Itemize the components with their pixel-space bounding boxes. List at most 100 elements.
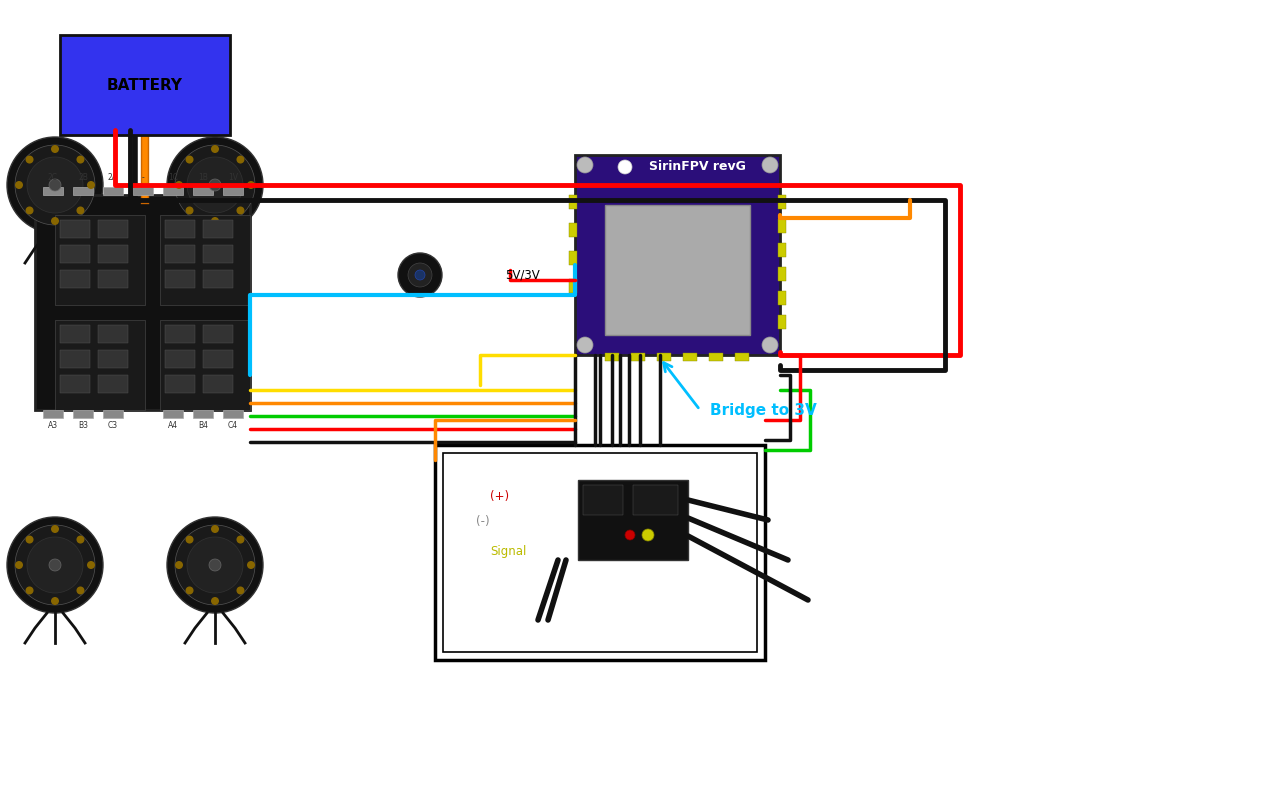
Circle shape xyxy=(618,160,632,174)
FancyArrowPatch shape xyxy=(663,362,699,408)
Circle shape xyxy=(27,157,83,213)
Circle shape xyxy=(49,559,61,571)
Circle shape xyxy=(77,206,84,214)
FancyBboxPatch shape xyxy=(165,270,195,288)
FancyBboxPatch shape xyxy=(99,375,128,393)
FancyBboxPatch shape xyxy=(223,410,243,418)
FancyBboxPatch shape xyxy=(570,251,577,265)
Text: Bridge to 3V: Bridge to 3V xyxy=(710,403,817,418)
Text: 5V/3V: 5V/3V xyxy=(506,268,540,281)
Circle shape xyxy=(51,525,59,533)
Text: 2B: 2B xyxy=(78,173,88,182)
Circle shape xyxy=(211,597,219,605)
Circle shape xyxy=(15,561,23,569)
FancyBboxPatch shape xyxy=(160,215,250,305)
Circle shape xyxy=(186,586,193,594)
FancyBboxPatch shape xyxy=(204,325,233,343)
FancyBboxPatch shape xyxy=(570,279,577,293)
Circle shape xyxy=(26,535,33,543)
FancyBboxPatch shape xyxy=(99,270,128,288)
Circle shape xyxy=(211,217,219,225)
Text: C4: C4 xyxy=(228,421,238,430)
FancyBboxPatch shape xyxy=(55,320,145,410)
Circle shape xyxy=(186,535,193,543)
FancyBboxPatch shape xyxy=(60,270,90,288)
FancyBboxPatch shape xyxy=(193,187,212,195)
Text: 1C: 1C xyxy=(168,173,178,182)
Circle shape xyxy=(77,535,84,543)
Circle shape xyxy=(49,179,61,191)
Circle shape xyxy=(625,530,635,540)
FancyBboxPatch shape xyxy=(102,187,123,195)
FancyBboxPatch shape xyxy=(778,243,786,257)
Circle shape xyxy=(27,537,83,593)
Circle shape xyxy=(26,586,33,594)
Circle shape xyxy=(415,270,425,280)
Text: B3: B3 xyxy=(78,421,88,430)
Circle shape xyxy=(166,517,262,613)
FancyBboxPatch shape xyxy=(657,353,671,361)
FancyBboxPatch shape xyxy=(605,353,620,361)
Circle shape xyxy=(51,217,59,225)
Circle shape xyxy=(175,145,255,225)
Circle shape xyxy=(15,525,95,605)
FancyBboxPatch shape xyxy=(165,325,195,343)
FancyBboxPatch shape xyxy=(99,350,128,368)
FancyBboxPatch shape xyxy=(778,219,786,233)
Circle shape xyxy=(175,181,183,189)
FancyBboxPatch shape xyxy=(60,245,90,263)
Text: A3: A3 xyxy=(47,421,58,430)
FancyBboxPatch shape xyxy=(204,350,233,368)
Circle shape xyxy=(186,155,193,163)
Circle shape xyxy=(87,181,95,189)
FancyBboxPatch shape xyxy=(163,187,183,195)
FancyBboxPatch shape xyxy=(44,410,63,418)
FancyBboxPatch shape xyxy=(165,375,195,393)
Circle shape xyxy=(187,157,243,213)
FancyBboxPatch shape xyxy=(60,325,90,343)
FancyBboxPatch shape xyxy=(570,195,577,209)
Text: SirinFPV revG: SirinFPV revG xyxy=(649,161,746,174)
FancyBboxPatch shape xyxy=(684,353,698,361)
FancyBboxPatch shape xyxy=(165,245,195,263)
FancyBboxPatch shape xyxy=(60,350,90,368)
FancyBboxPatch shape xyxy=(60,35,230,135)
Text: BATTERY: BATTERY xyxy=(108,78,183,93)
FancyBboxPatch shape xyxy=(778,315,786,329)
FancyBboxPatch shape xyxy=(605,205,750,335)
Circle shape xyxy=(187,537,243,593)
FancyBboxPatch shape xyxy=(709,353,723,361)
Circle shape xyxy=(186,206,193,214)
FancyBboxPatch shape xyxy=(44,187,63,195)
Circle shape xyxy=(51,145,59,153)
FancyBboxPatch shape xyxy=(582,485,623,515)
FancyBboxPatch shape xyxy=(133,187,154,195)
Circle shape xyxy=(247,561,255,569)
FancyBboxPatch shape xyxy=(778,267,786,281)
Text: 1V: 1V xyxy=(228,173,238,182)
Text: Signal: Signal xyxy=(490,545,526,558)
FancyBboxPatch shape xyxy=(631,353,645,361)
FancyBboxPatch shape xyxy=(204,270,233,288)
Circle shape xyxy=(87,561,95,569)
Text: B4: B4 xyxy=(198,421,207,430)
Circle shape xyxy=(247,181,255,189)
FancyBboxPatch shape xyxy=(60,220,90,238)
Circle shape xyxy=(209,179,221,191)
Circle shape xyxy=(166,137,262,233)
Circle shape xyxy=(77,155,84,163)
Text: (+): (+) xyxy=(490,490,509,503)
FancyBboxPatch shape xyxy=(163,410,183,418)
Circle shape xyxy=(237,586,244,594)
FancyBboxPatch shape xyxy=(735,353,749,361)
FancyBboxPatch shape xyxy=(579,480,689,560)
FancyBboxPatch shape xyxy=(778,291,786,305)
FancyBboxPatch shape xyxy=(204,245,233,263)
FancyBboxPatch shape xyxy=(99,325,128,343)
FancyBboxPatch shape xyxy=(35,195,250,410)
FancyBboxPatch shape xyxy=(778,195,786,209)
Circle shape xyxy=(762,157,778,173)
Circle shape xyxy=(211,145,219,153)
Text: 2A: 2A xyxy=(108,173,118,182)
FancyBboxPatch shape xyxy=(55,215,145,305)
